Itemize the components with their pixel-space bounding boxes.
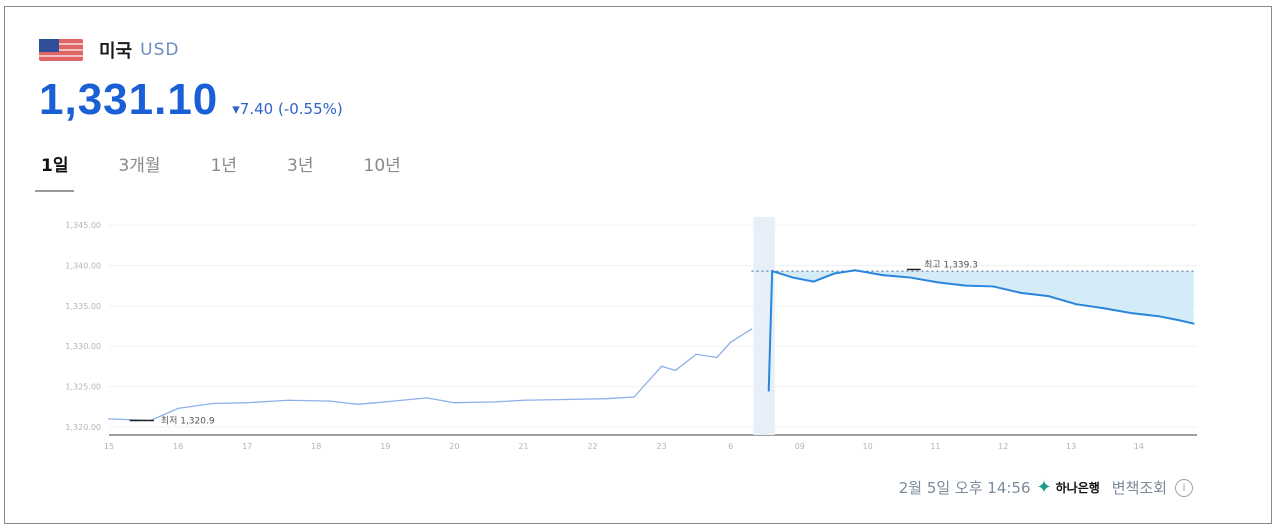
prev-day-line	[108, 328, 752, 422]
data-point	[1130, 312, 1133, 315]
period-tabs: 1일 3개월 1년 3년 10년	[35, 147, 445, 192]
x-tick-label: 10	[863, 442, 873, 451]
data-point	[909, 276, 912, 279]
data-point	[108, 418, 110, 420]
x-tick-label: 20	[449, 442, 459, 451]
data-point	[177, 407, 179, 410]
data-point	[767, 389, 770, 392]
y-tick-label: 1,330.00	[65, 342, 101, 351]
x-tick-label: 18	[311, 442, 321, 451]
data-point	[564, 398, 566, 401]
x-tick-label: 13	[1066, 442, 1076, 451]
current-rate: 1,331.10	[39, 75, 219, 124]
data-point	[1178, 319, 1181, 322]
brand-name: 하나은행	[1055, 481, 1100, 495]
x-tick-label: 22	[587, 442, 597, 451]
y-tick-label: 1,345.00	[65, 221, 101, 230]
x-tick-label: 11	[930, 442, 940, 451]
data-point	[605, 397, 608, 400]
tab-3m[interactable]: 3개월	[118, 156, 161, 176]
currency-header: 미국 USD	[39, 37, 179, 63]
x-tick-label: 17	[242, 442, 252, 451]
data-point	[791, 276, 794, 279]
y-tick-label: 1,335.00	[65, 302, 101, 311]
data-point	[1019, 291, 1022, 294]
x-tick-label: 15	[104, 442, 114, 451]
data-point	[812, 280, 815, 283]
x-tick-label: 09	[795, 442, 805, 451]
data-point	[495, 401, 497, 403]
data-point	[660, 365, 663, 368]
tab-10y[interactable]: 10년	[363, 156, 401, 176]
data-point	[1047, 295, 1050, 298]
data-point	[1075, 303, 1078, 306]
chart-footer: 2월 5일 오후 14:56 ✦ 하나은행 변책조회 i	[899, 477, 1193, 498]
info-icon[interactable]: i	[1175, 478, 1193, 497]
timestamp: 2월 5일 오후 14:56	[898, 479, 1031, 497]
high-annotation: 최고 1,339.3	[924, 259, 978, 270]
data-point	[329, 400, 331, 402]
data-point	[964, 284, 967, 287]
data-point	[633, 396, 635, 398]
x-tick-label: 23	[657, 442, 667, 451]
country-name: 미국	[99, 41, 133, 62]
data-point	[729, 341, 732, 343]
data-point	[211, 402, 214, 405]
x-tick-label: 19	[380, 442, 390, 451]
data-point	[246, 401, 248, 404]
data-point	[425, 397, 428, 399]
data-point	[1158, 315, 1161, 318]
data-point	[881, 274, 884, 277]
x-tick-label: 6	[728, 442, 733, 451]
exchange-rate-card: 미국 USD 1,331.10 ▾7.40 (-0.55%) 1일 3개월 1년…	[4, 6, 1272, 524]
price-row: 1,331.10 ▾7.40 (-0.55%)	[39, 75, 343, 125]
us-flag-icon	[39, 39, 83, 61]
data-point	[936, 281, 939, 284]
brand: ✦ 하나은행	[1037, 477, 1100, 498]
low-annotation: 최저 1,320.9	[161, 415, 215, 426]
data-point	[356, 403, 359, 406]
tab-1d[interactable]: 1일	[35, 147, 75, 192]
x-tick-label: 16	[173, 442, 183, 451]
data-point	[287, 399, 290, 402]
data-point	[854, 269, 857, 272]
data-point	[453, 401, 456, 404]
x-tick-label: 12	[998, 442, 1008, 451]
data-point	[771, 270, 774, 273]
today-area	[772, 270, 1194, 324]
data-point	[384, 401, 387, 403]
data-point	[695, 353, 697, 356]
hana-bank-icon: ✦	[1036, 477, 1052, 498]
x-tick-label: 14	[1134, 442, 1144, 451]
tab-3y[interactable]: 3년	[287, 156, 314, 176]
y-tick-label: 1,325.00	[65, 383, 101, 392]
data-point	[992, 285, 995, 288]
data-point	[750, 328, 753, 331]
currency-code: USD	[140, 40, 180, 60]
x-tick-label: 21	[518, 442, 528, 451]
tab-1y[interactable]: 1년	[210, 156, 238, 176]
data-point	[716, 356, 718, 359]
data-point	[1102, 307, 1105, 310]
exchange-rate-chart[interactable]: 1,345.00 1,340.00 1,335.00 1,330.00 1,325.00…	[9, 207, 1209, 457]
data-point	[1192, 322, 1195, 325]
y-tick-label: 1,320.00	[65, 423, 101, 432]
data-point	[674, 369, 677, 372]
data-point	[833, 272, 836, 275]
y-tick-label: 1,340.00	[65, 261, 101, 270]
rate-change: ▾7.40 (-0.55%)	[232, 100, 343, 118]
policy-link[interactable]: 변책조회	[1111, 479, 1167, 497]
data-point	[522, 399, 525, 402]
